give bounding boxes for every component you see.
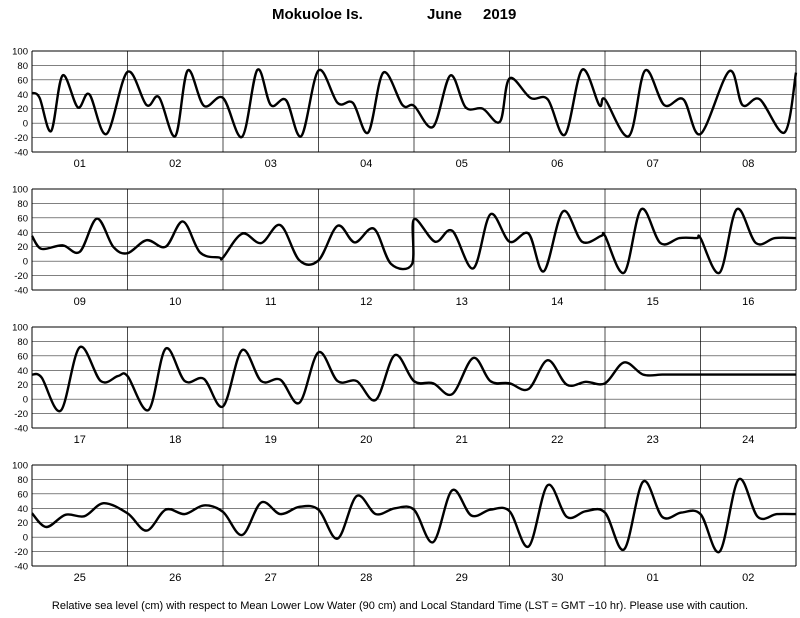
day-tick-label: 08 <box>742 158 754 170</box>
day-tick-label: 09 <box>74 296 86 308</box>
y-tick-label: 80 <box>17 199 28 210</box>
tide-curve <box>31 68 798 139</box>
y-tick-label: 60 <box>17 351 28 362</box>
y-tick-label: -40 <box>14 286 28 297</box>
day-tick-label: 30 <box>551 572 563 584</box>
day-tick-label: 26 <box>169 572 181 584</box>
title-month: June <box>427 6 463 23</box>
y-tick-label: 20 <box>17 518 28 529</box>
y-tick-label: -20 <box>14 271 28 282</box>
day-tick-label: 16 <box>742 296 754 308</box>
y-tick-label: 60 <box>17 213 28 224</box>
chart-title: Mokuoloe Is. June 2019 <box>0 6 800 28</box>
y-tick-label: 100 <box>12 461 28 472</box>
day-tick-label: 18 <box>169 434 181 446</box>
y-tick-label: -40 <box>14 148 28 159</box>
day-tick-label: 13 <box>456 296 468 308</box>
y-tick-label: -20 <box>14 133 28 144</box>
title-year: 2019 <box>483 6 517 23</box>
day-tick-label: 04 <box>360 158 372 170</box>
day-tick-label: 14 <box>551 296 563 308</box>
footer-note: Relative sea level (cm) with respect to … <box>51 600 749 612</box>
y-tick-label: 0 <box>23 533 28 544</box>
day-tick-label: 03 <box>265 158 277 170</box>
y-tick-label: 100 <box>12 323 28 334</box>
day-tick-label: 12 <box>360 296 372 308</box>
y-tick-label: 60 <box>17 489 28 500</box>
tide-curve <box>31 477 797 554</box>
y-tick-label: -20 <box>14 409 28 420</box>
title-station: Mokuoloe Is. <box>272 6 363 23</box>
y-tick-label: 20 <box>17 242 28 253</box>
y-tick-label: 20 <box>17 104 28 115</box>
y-tick-label: 0 <box>23 119 28 130</box>
day-tick-label: 02 <box>742 572 754 584</box>
day-tick-label: 22 <box>551 434 563 446</box>
day-tick-label: 07 <box>647 158 659 170</box>
tide-curve <box>31 345 796 413</box>
y-tick-label: 0 <box>23 395 28 406</box>
day-tick-label: 10 <box>169 296 181 308</box>
y-tick-label: 40 <box>17 228 28 239</box>
day-tick-label: 28 <box>360 572 372 584</box>
day-tick-label: 01 <box>74 158 86 170</box>
y-tick-label: 100 <box>12 47 28 58</box>
y-tick-label: 80 <box>17 475 28 486</box>
day-tick-label: 01 <box>647 572 659 584</box>
day-tick-label: 19 <box>265 434 277 446</box>
y-tick-label: 100 <box>12 185 28 196</box>
day-tick-label: 23 <box>647 434 659 446</box>
day-tick-label: 27 <box>265 572 277 584</box>
day-tick-label: 24 <box>742 434 754 446</box>
tide-curve <box>30 207 797 275</box>
y-tick-label: 0 <box>23 257 28 268</box>
day-tick-label: 15 <box>647 296 659 308</box>
y-tick-label: 40 <box>17 504 28 515</box>
y-tick-label: 60 <box>17 75 28 86</box>
day-tick-label: 25 <box>74 572 86 584</box>
day-tick-label: 20 <box>360 434 372 446</box>
y-tick-label: 80 <box>17 337 28 348</box>
y-tick-label: 40 <box>17 90 28 101</box>
y-tick-label: 20 <box>17 380 28 391</box>
y-tick-label: -40 <box>14 424 28 435</box>
y-tick-label: 80 <box>17 61 28 72</box>
day-tick-label: 11 <box>265 296 276 308</box>
day-tick-label: 05 <box>456 158 468 170</box>
day-tick-label: 29 <box>456 572 468 584</box>
day-tick-label: 02 <box>169 158 181 170</box>
y-tick-label: -20 <box>14 547 28 558</box>
day-tick-label: 21 <box>456 434 468 446</box>
y-tick-label: -40 <box>14 562 28 573</box>
day-tick-label: 17 <box>74 434 86 446</box>
day-tick-label: 06 <box>551 158 563 170</box>
y-tick-label: 40 <box>17 366 28 377</box>
